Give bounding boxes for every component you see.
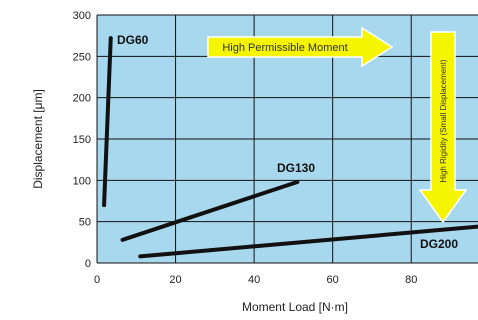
series-line-dg130 bbox=[120, 179, 300, 242]
arrow-right-label: High Permissible Moment bbox=[222, 42, 347, 54]
x-tick-label: 20 bbox=[169, 274, 181, 286]
arrow-high-rigidity: High Rigidity (Small Displacement) bbox=[418, 31, 468, 224]
arrow-high-permissible-moment: High Permissible Moment bbox=[207, 26, 394, 68]
x-tick-label: 40 bbox=[248, 274, 260, 286]
y-tick-label: 0 bbox=[85, 258, 91, 270]
arrow-down-label: High Rigidity (Small Displacement) bbox=[439, 59, 448, 182]
y-tick-label: 150 bbox=[73, 134, 91, 146]
series-line-dg60 bbox=[102, 36, 113, 208]
series-line-dg200 bbox=[138, 224, 478, 259]
x-tick-label: 80 bbox=[405, 274, 417, 286]
x-axis-title: Moment Load [N·m] bbox=[242, 300, 348, 314]
y-tick-label: 50 bbox=[79, 217, 91, 229]
x-tick-labels: 0 20 40 60 80 bbox=[94, 274, 417, 286]
x-tick-label: 0 bbox=[94, 274, 100, 286]
annotations: High Permissible Moment High Rigidity (Sm… bbox=[207, 26, 468, 224]
series-label-dg200: DG200 bbox=[420, 237, 458, 251]
series-labels: DG60 DG130 DG200 bbox=[117, 33, 458, 251]
y-tick-label: 200 bbox=[73, 93, 91, 105]
y-tick-label: 100 bbox=[73, 175, 91, 187]
y-tick-label: 300 bbox=[73, 10, 91, 22]
grid bbox=[96, 14, 478, 264]
series-lines bbox=[102, 36, 478, 259]
arrow-right-shape bbox=[207, 26, 394, 68]
x-tick-label: 60 bbox=[327, 274, 339, 286]
y-axis-title: Displacement [μm] bbox=[31, 89, 45, 189]
y-tick-label: 250 bbox=[73, 51, 91, 63]
series-label-dg60: DG60 bbox=[117, 33, 149, 47]
series-label-dg130: DG130 bbox=[277, 161, 315, 175]
y-tick-labels: 0 50 100 150 200 250 300 bbox=[73, 10, 91, 270]
arrow-down-shape bbox=[418, 31, 468, 224]
